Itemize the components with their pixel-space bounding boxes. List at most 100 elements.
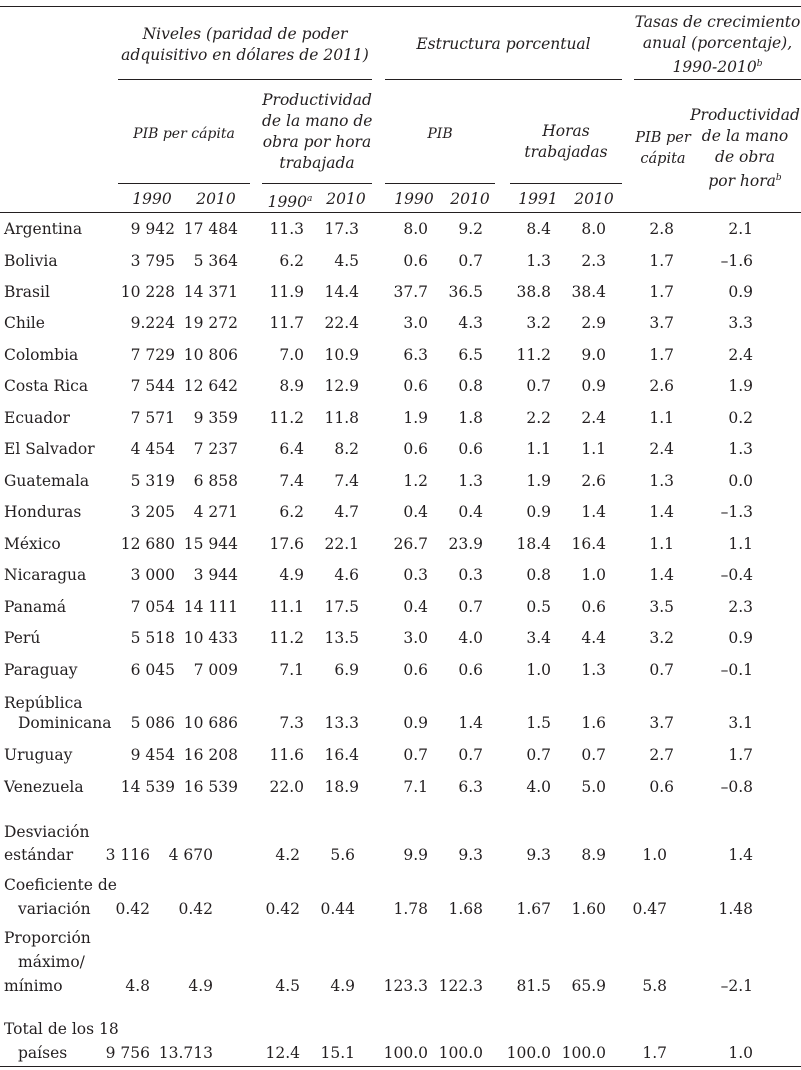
table-cell: 0.6 <box>458 661 483 679</box>
table-cell: 2.4 <box>649 440 674 458</box>
table-cell: 4.0 <box>458 629 483 647</box>
row-label: Brasil <box>4 283 50 301</box>
table-cell: 1.9 <box>728 377 753 395</box>
table-cell: 1.3 <box>728 440 753 458</box>
table-cell: 3.7 <box>649 714 674 732</box>
table-cell: 2.1 <box>728 220 753 238</box>
table-cell: 6 858 <box>193 472 238 490</box>
stat-cell: 81.5 <box>516 977 551 995</box>
table-cell: 7 054 <box>130 598 175 616</box>
table-cell: 11.8 <box>324 409 359 427</box>
table-cell: 0.4 <box>403 503 428 521</box>
table-cell: 4.5 <box>334 252 359 270</box>
table-cell: 7 237 <box>193 440 238 458</box>
stat-cell: 4 670 <box>168 846 213 864</box>
table-cell: 1.4 <box>649 566 674 584</box>
table-cell: 18.9 <box>324 778 359 796</box>
row-label: Colombia <box>4 346 79 364</box>
table-cell: 11.7 <box>269 314 304 332</box>
header-levels-line1: Niveles (paridad de poder <box>142 25 348 43</box>
table-cell: 11.2 <box>269 409 304 427</box>
table-cell: 0.7 <box>649 661 674 679</box>
table-top-rule <box>0 6 801 7</box>
table-cell: 16.4 <box>571 535 606 553</box>
table-cell: 16 539 <box>183 778 238 796</box>
year-header: 1990a <box>267 193 313 211</box>
table-cell: 4.7 <box>334 503 359 521</box>
row-label: Uruguay <box>4 746 73 764</box>
subheader-pib: PIB <box>427 126 453 142</box>
table-cell: 0.8 <box>458 377 483 395</box>
table-cell: 12.9 <box>324 377 359 395</box>
table-cell: 1.5 <box>526 714 551 732</box>
table-cell: –0.4 <box>720 566 753 584</box>
stat-label: países <box>18 1044 68 1062</box>
table-cell: 8.2 <box>334 440 359 458</box>
horas-subrule <box>510 183 622 184</box>
table-cell: 3 000 <box>130 566 175 584</box>
row-label: Perú <box>4 629 41 647</box>
stat-cell: 4.5 <box>275 977 300 995</box>
stat-label: variación <box>18 900 91 918</box>
table-cell: 3.2 <box>526 314 551 332</box>
row-label: Nicaragua <box>4 566 87 584</box>
table-cell: 3.7 <box>649 314 674 332</box>
table-bottom-rule <box>0 1066 801 1067</box>
subheader-growth-prod-line1: Productividad <box>690 106 800 124</box>
table-cell: 0.9 <box>728 283 753 301</box>
subheader-growth-prod-line2: de la mano <box>701 127 789 145</box>
table-cell: 6.9 <box>334 661 359 679</box>
stat-cell: 4.9 <box>330 977 355 995</box>
table-cell: 3 944 <box>193 566 238 584</box>
stat-cell: 9 756 <box>105 1044 150 1062</box>
header-levels-line2: adquisitivo en dólares de 2011) <box>121 46 369 64</box>
table-cell: 1.1 <box>649 409 674 427</box>
year-header: 1990 <box>132 190 172 208</box>
table-cell: 0.6 <box>581 598 606 616</box>
table-cell: 14.4 <box>324 283 359 301</box>
table-cell: 14 539 <box>120 778 175 796</box>
subheader-prod-line4: trabajada <box>279 154 355 172</box>
row-label: Argentina <box>4 220 83 238</box>
table-cell: 6.3 <box>403 346 428 364</box>
table-cell: 11.2 <box>516 346 551 364</box>
table-cell: 1.4 <box>581 503 606 521</box>
table-cell: 15 944 <box>183 535 238 553</box>
year-header: 2010 <box>326 190 366 208</box>
table-cell: 4.0 <box>526 778 551 796</box>
table-cell: 0.6 <box>403 661 428 679</box>
stat-cell: 0.42 <box>265 900 300 918</box>
table-cell: 9 942 <box>130 220 175 238</box>
stat-cell: 4.2 <box>275 846 300 864</box>
header-bottom-rule <box>0 212 801 213</box>
table-cell: 6.2 <box>279 252 304 270</box>
table-cell: 2.6 <box>649 377 674 395</box>
table-cell: 3 795 <box>130 252 175 270</box>
table-cell: 9 359 <box>193 409 238 427</box>
table-cell: 1.2 <box>403 472 428 490</box>
stat-cell: 0.42 <box>115 900 150 918</box>
table-cell: 8.9 <box>279 377 304 395</box>
table-cell: 7 009 <box>193 661 238 679</box>
table-cell: 10 686 <box>183 714 238 732</box>
table-cell: 2.3 <box>728 598 753 616</box>
table-cell: 0.6 <box>403 252 428 270</box>
table-cell: 5 364 <box>193 252 238 270</box>
stat-cell: 1.68 <box>448 900 483 918</box>
stat-cell: 1.4 <box>728 846 753 864</box>
stat-cell: 100.0 <box>438 1044 483 1062</box>
table-cell: 11.3 <box>269 220 304 238</box>
table-cell: 7.1 <box>403 778 428 796</box>
stat-cell: 1.60 <box>571 900 606 918</box>
stat-cell: 9.9 <box>403 846 428 864</box>
stat-label: Total de los 18 <box>4 1020 119 1038</box>
table-cell: 7 729 <box>130 346 175 364</box>
table-cell: 4.6 <box>334 566 359 584</box>
table-cell: 17.5 <box>324 598 359 616</box>
row-label: México <box>4 535 61 553</box>
table-cell: 7.4 <box>279 472 304 490</box>
stat-cell: 1.0 <box>642 846 667 864</box>
table-cell: 9.2 <box>458 220 483 238</box>
table-cell: 5 319 <box>130 472 175 490</box>
year-header: 2010 <box>574 190 614 208</box>
